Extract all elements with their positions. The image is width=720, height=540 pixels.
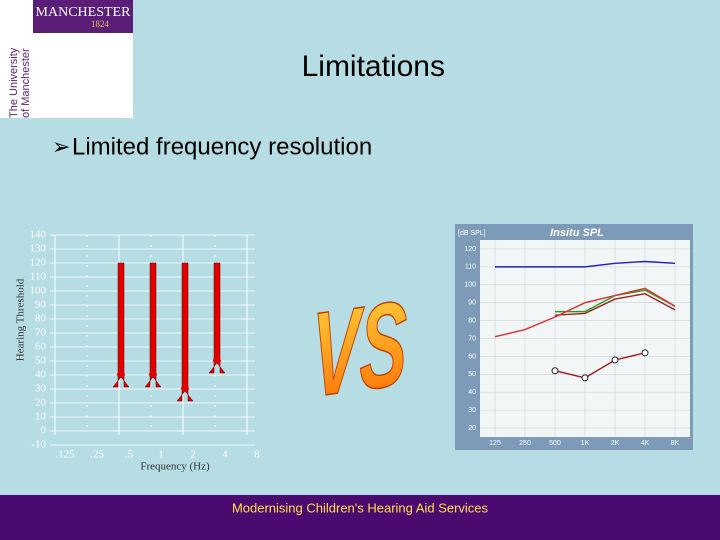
x-tick-label: 125 xyxy=(489,440,501,447)
logo-band xyxy=(33,0,133,33)
threshold-marker: A xyxy=(212,349,222,364)
footer-text: Modernising Children's Hearing Aid Servi… xyxy=(232,500,489,515)
logo-name: MANCHESTER xyxy=(36,5,132,20)
y-tick-label: 40 xyxy=(35,369,47,381)
arrow xyxy=(112,262,130,388)
y-tick-label: 20 xyxy=(35,397,47,409)
arrow xyxy=(144,262,162,388)
x-tick-label: 8 xyxy=(254,449,260,461)
y-tick-label: 100 xyxy=(464,282,476,289)
x-tick-label: .125 xyxy=(55,449,75,461)
arrow xyxy=(208,262,226,374)
series-line xyxy=(495,260,676,268)
point xyxy=(611,356,619,364)
y-tick-label: 30 xyxy=(468,407,476,414)
y-tick-label: 120 xyxy=(30,257,47,269)
y-tick-label: 10 xyxy=(35,411,47,423)
y-tick-label: 110 xyxy=(30,271,47,283)
series-line xyxy=(494,287,676,338)
y-axis-label: [dB SPL] xyxy=(458,230,486,237)
y-tick-label: 120 xyxy=(464,246,476,253)
y-axis-label: Hearing Threshold xyxy=(15,278,27,361)
x-tick-label: .25 xyxy=(90,449,104,461)
point xyxy=(641,349,649,357)
x-axis-label: Frequency (Hz) xyxy=(140,461,210,473)
threshold-marker: A xyxy=(180,377,190,392)
series-line xyxy=(554,292,676,316)
y-tick-label: 100 xyxy=(30,285,47,297)
threshold-marker: A xyxy=(116,363,126,378)
point xyxy=(551,367,559,375)
y-tick-label: 70 xyxy=(468,335,476,342)
chart-title: Insitu SPL xyxy=(550,227,604,239)
y-tick-label: 40 xyxy=(468,389,476,396)
x-tick-label: 1 xyxy=(158,449,164,461)
y-tick-label: 70 xyxy=(35,327,47,339)
vs-wordart: VS xyxy=(312,275,407,423)
slide-title: Limitations xyxy=(302,50,445,83)
y-tick-label: 60 xyxy=(35,341,47,353)
x-tick-label: 4 xyxy=(222,449,228,461)
logo-side: The University xyxy=(8,47,20,118)
x-tick-label: 2 xyxy=(190,449,196,461)
point xyxy=(581,374,589,382)
y-tick-label: 60 xyxy=(468,353,476,360)
y-tick-label: 50 xyxy=(35,355,47,367)
logo-side: of Manchester xyxy=(20,48,32,118)
bullet-mark: ➢ xyxy=(52,134,70,159)
y-tick-label: 80 xyxy=(468,317,476,324)
y-tick-label: 50 xyxy=(468,371,476,378)
x-tick-label: 2K xyxy=(611,440,620,447)
x-tick-label: 4K xyxy=(641,440,650,447)
y-tick-label: -10 xyxy=(31,439,46,451)
x-tick-label: 500 xyxy=(549,440,561,447)
arrow xyxy=(176,262,194,402)
y-tick-label: 0 xyxy=(41,425,47,437)
y-tick-label: 110 xyxy=(465,264,476,271)
y-tick-label: 90 xyxy=(468,300,476,307)
x-tick-label: 250 xyxy=(519,440,531,447)
logo-year: 1824 xyxy=(91,19,110,29)
x-tick-label: .5 xyxy=(125,449,134,461)
y-tick-label: 80 xyxy=(35,313,47,325)
footer-band xyxy=(0,495,720,540)
series-line xyxy=(554,352,646,379)
y-tick-label: 130 xyxy=(30,243,47,255)
x-tick-label: 1K xyxy=(581,440,590,447)
x-tick-label: 8K xyxy=(671,440,680,447)
y-tick-label: 20 xyxy=(468,425,476,432)
y-tick-label: 90 xyxy=(35,299,47,311)
bullet-text: Limited frequency resolution xyxy=(72,133,372,160)
y-tick-label: 140 xyxy=(30,229,47,241)
y-tick-label: 30 xyxy=(35,383,47,395)
threshold-marker: A xyxy=(148,363,158,378)
